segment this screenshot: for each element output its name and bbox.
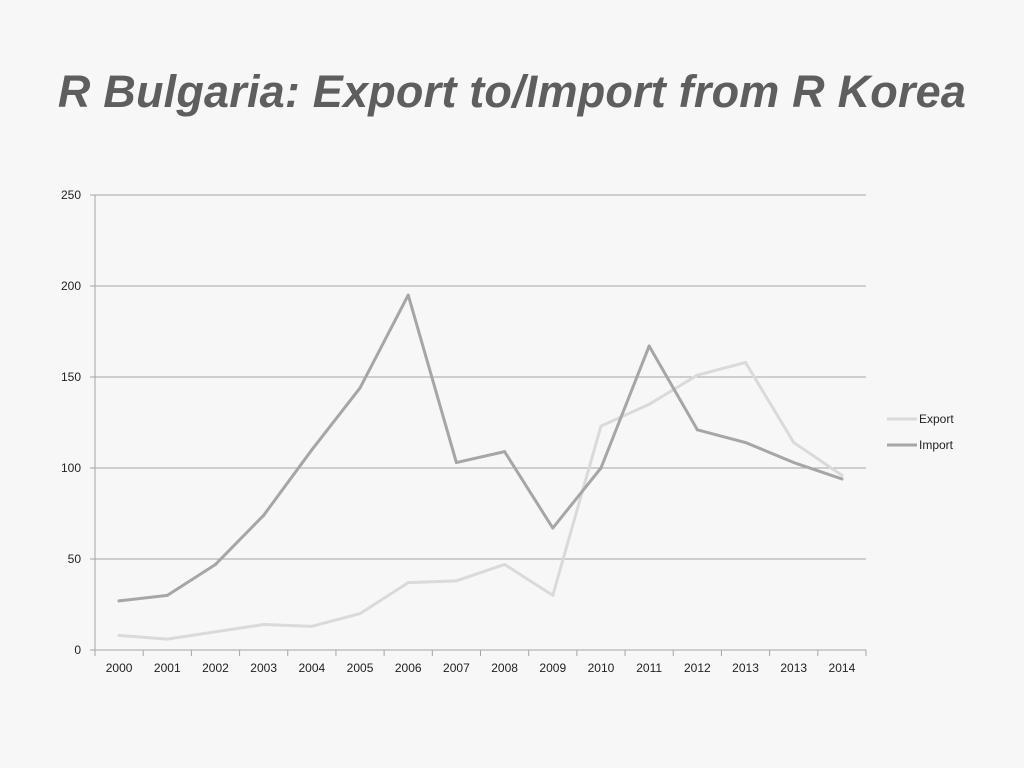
data-point-import: [117, 599, 121, 603]
gridlines: [95, 194, 866, 560]
data-point-export: [262, 623, 266, 627]
y-tick-label: 50: [68, 552, 82, 566]
y-tick-label: 250: [61, 188, 81, 202]
x-tick-label: 2009: [539, 661, 566, 675]
legend-label-export: Export: [919, 412, 954, 426]
x-tick-label: 2013: [780, 661, 807, 675]
data-point-import: [358, 386, 362, 390]
x-tick-label: 2006: [395, 661, 422, 675]
data-point-export: [310, 624, 314, 628]
data-point-import: [310, 448, 314, 452]
x-tick-label: 2012: [684, 661, 711, 675]
data-point-import: [744, 441, 748, 445]
x-tick-label: 2001: [154, 661, 181, 675]
y-tick-label: 0: [74, 643, 81, 657]
x-tick-label: 2007: [443, 661, 470, 675]
legend-label-import: Import: [919, 438, 954, 452]
data-point-import: [454, 461, 458, 465]
data-point-export: [406, 581, 410, 585]
data-point-import: [647, 344, 651, 348]
axes: [94, 195, 866, 651]
data-point-import: [503, 450, 507, 454]
series-line-export: [117, 360, 844, 641]
data-point-import: [840, 477, 844, 481]
y-tick-label: 100: [61, 461, 81, 475]
data-point-export: [647, 402, 651, 406]
data-point-export: [454, 579, 458, 583]
x-tick-label: 2003: [250, 661, 277, 675]
legend: Export Import: [887, 412, 954, 452]
data-point-export: [551, 593, 555, 597]
data-point-import: [792, 461, 796, 465]
data-point-import: [213, 562, 217, 566]
y-tick-label: 200: [61, 279, 81, 293]
y-tick-label: 150: [61, 370, 81, 384]
data-point-import: [599, 466, 603, 470]
data-point-import: [165, 593, 169, 597]
x-tick-label: 2011: [636, 661, 662, 675]
data-point-export: [599, 424, 603, 428]
data-point-export: [695, 373, 699, 377]
data-point-import: [262, 513, 266, 517]
data-point-import: [695, 428, 699, 432]
y-axis-ticks: 0 50 100 150 200 250: [61, 188, 95, 657]
data-point-export: [503, 562, 507, 566]
data-point-import: [406, 293, 410, 297]
x-tick-label: 2013: [732, 661, 759, 675]
slide-title: R Bulgaria: Export to/Import from R Kore…: [57, 66, 967, 117]
data-point-import: [551, 526, 555, 530]
x-axis-ticks: 2000 2001 2002 2003 2004 2005 2006 2007 2008 2009…: [94, 650, 867, 675]
data-point-export: [165, 637, 169, 641]
series-lines: [117, 293, 844, 641]
series-line-import: [117, 293, 844, 603]
x-tick-label: 2008: [491, 661, 518, 675]
x-tick-label: 2010: [588, 661, 615, 675]
data-point-export: [840, 473, 844, 477]
x-tick-label: 2005: [347, 661, 374, 675]
data-point-export: [117, 633, 121, 637]
data-point-export: [358, 612, 362, 616]
data-point-export: [792, 441, 796, 445]
x-tick-label: 2002: [202, 661, 229, 675]
x-tick-label: 2014: [829, 661, 856, 675]
data-point-export: [213, 630, 217, 634]
x-tick-label: 2004: [298, 661, 325, 675]
data-point-export: [744, 360, 748, 364]
x-tick-label: 2000: [106, 661, 133, 675]
